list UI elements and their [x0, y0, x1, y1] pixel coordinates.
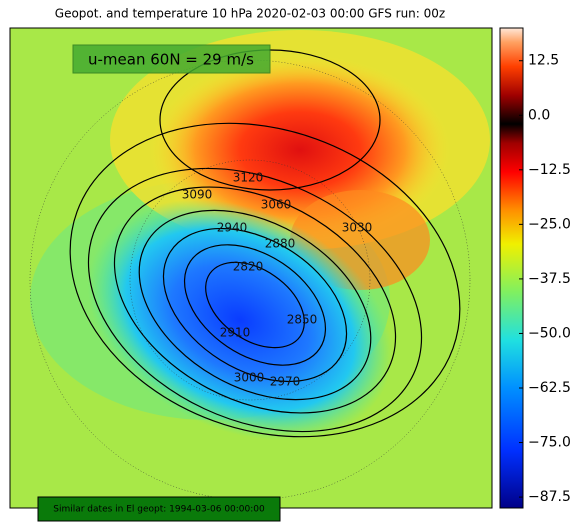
- colorbar-tick-label: −25.0: [528, 216, 571, 232]
- colorbar-tick-label: 12.5: [528, 53, 559, 69]
- annotation-box: [72, 44, 271, 74]
- colorbar-tick-label: 0.0: [528, 107, 550, 123]
- map: [10, 28, 492, 508]
- contour-label: 2820: [233, 260, 264, 274]
- contour-label: 2940: [217, 221, 248, 235]
- contour-label: 2970: [270, 375, 301, 389]
- colorbar-tick-label: −87.5: [528, 489, 571, 505]
- contour-label: 3060: [261, 198, 292, 212]
- contour-label: 2910: [220, 326, 251, 340]
- contour-label: 3120: [233, 171, 264, 185]
- annotation: u-mean 60N = 29 m/s: [88, 51, 254, 69]
- contour-label: 2850: [287, 313, 318, 327]
- colorbar-tick-label: −50.0: [528, 325, 571, 341]
- contour-label: 3090: [182, 188, 213, 202]
- contour-label: 2880: [265, 237, 296, 251]
- colorbar-tick-label: −75.0: [528, 435, 571, 451]
- colorbar-tick-label: −12.5: [528, 162, 571, 178]
- colorbar: [499, 27, 524, 509]
- footer-box: [37, 496, 281, 522]
- footer: Similar dates in El geopt: 1994-03-06 00…: [53, 505, 265, 515]
- colorbar-tick-label: −37.5: [528, 271, 571, 287]
- contour-label: 3030: [342, 221, 373, 235]
- title: Geopot. and temperature 10 hPa 2020-02-0…: [55, 7, 445, 21]
- contour-label: 3000: [234, 371, 265, 385]
- colorbar-tick-label: −62.5: [528, 380, 571, 396]
